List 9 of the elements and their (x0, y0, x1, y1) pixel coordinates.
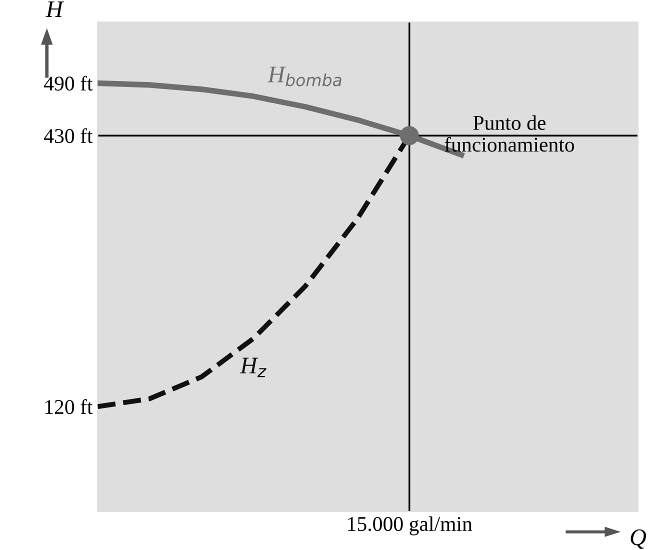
y-tick-label: 490 ft (44, 76, 93, 91)
annotation: Punto de funcionamiento (444, 115, 574, 152)
y-tick-label: 430 ft (44, 128, 93, 144)
x-tick-label: 15.000 gal/min (348, 516, 472, 536)
series-label: H$_{bomba}$ (268, 66, 342, 86)
series-label: H$_{z}$ (240, 358, 266, 378)
y-axis-title: H (46, 2, 64, 17)
x-axis-title: Q (630, 529, 646, 549)
y-tick-label: 120 ft (45, 399, 93, 414)
